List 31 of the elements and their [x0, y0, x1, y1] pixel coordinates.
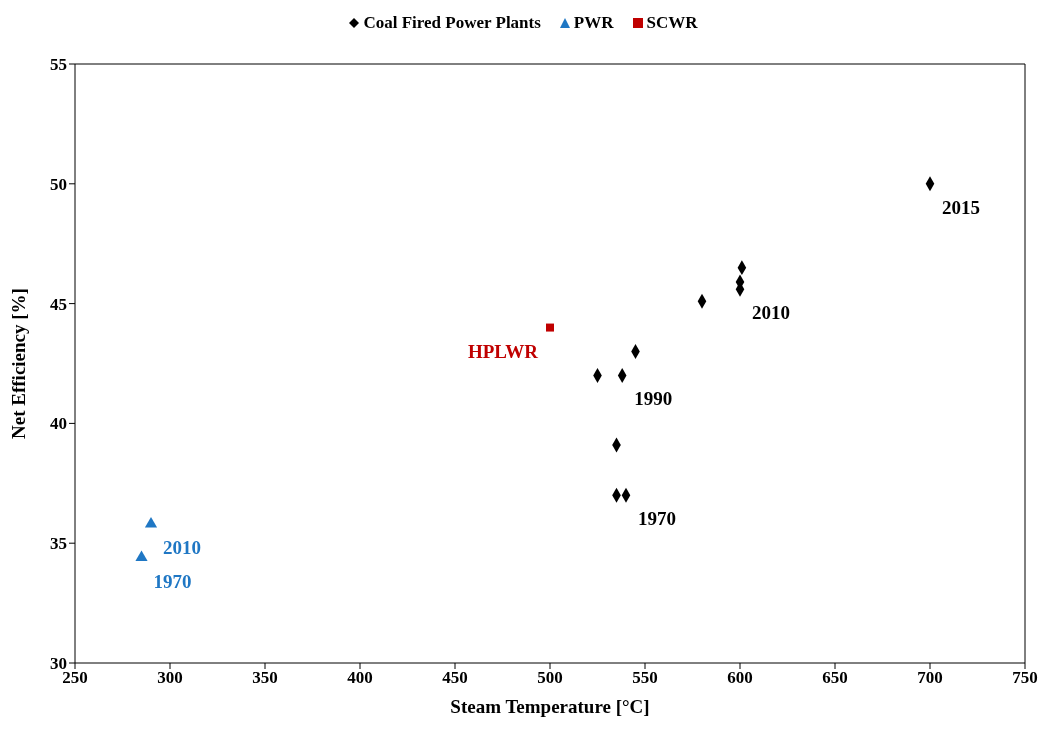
legend-label: Coal Fired Power Plants	[362, 13, 541, 33]
x-tick-label: 700	[917, 668, 943, 688]
y-tick-label: 45	[50, 294, 67, 314]
point	[546, 323, 554, 332]
y-tick-label: 50	[50, 174, 67, 194]
annotation: 2015	[942, 196, 980, 218]
point	[144, 517, 158, 528]
y-tick-label: 55	[50, 55, 67, 75]
legend-label: PWR	[572, 13, 614, 33]
annotation: 2010	[752, 302, 790, 324]
y-tick-label: 35	[50, 534, 67, 554]
y-axis-title: Net Efficiency [%]	[7, 288, 29, 439]
x-tick-label: 650	[822, 668, 848, 688]
annotation: 2010	[163, 537, 201, 559]
legend-label: SCWR	[645, 13, 698, 33]
annotation: HPLWR	[467, 340, 539, 362]
x-tick-label: 500	[537, 668, 563, 688]
annotation: 1990	[634, 388, 673, 410]
x-tick-label: 550	[632, 668, 658, 688]
x-tick-label: 250	[62, 668, 88, 688]
x-tick-label: 750	[1012, 668, 1038, 688]
y-tick-label: 40	[50, 414, 67, 434]
x-tick-label: 300	[157, 668, 183, 688]
x-tick-label: 450	[442, 668, 468, 688]
annotation: 1970	[153, 570, 192, 592]
annotation: 1970	[638, 508, 676, 530]
x-tick-label: 400	[347, 668, 373, 688]
x-axis-title: Steam Temperature [°C]	[450, 696, 650, 717]
x-tick-label: 350	[252, 668, 278, 688]
point	[135, 550, 148, 562]
x-tick-label: 600	[727, 668, 753, 688]
